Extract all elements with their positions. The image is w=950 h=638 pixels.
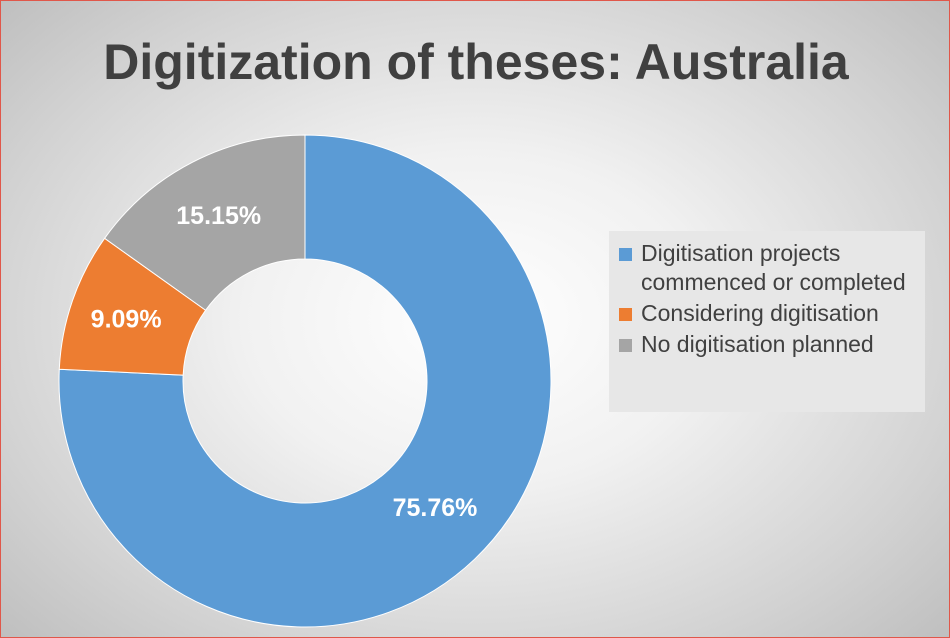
donut-slice [58,134,552,628]
slice-data-label: 9.09% [91,305,162,333]
legend: Digitisation projects commenced or compl… [609,231,925,412]
legend-label: Digitisation projects commenced or compl… [641,240,906,295]
legend-swatch [619,339,632,352]
legend-label: Considering digitisation [641,300,879,326]
legend-item-digitisation-commenced: Digitisation projects commenced or compl… [619,239,915,297]
legend-swatch [619,308,632,321]
legend-label: No digitisation planned [641,331,874,357]
donut-slice [103,134,306,311]
legend-swatch [619,248,632,261]
legend-item-no-digitisation-planned: No digitisation planned [619,330,915,359]
legend-item-considering-digitisation: Considering digitisation [619,299,915,328]
slice-data-label: 75.76% [393,494,478,522]
chart-title: Digitization of theses: Australia [103,34,849,90]
slice-data-label: 15.15% [176,202,261,230]
